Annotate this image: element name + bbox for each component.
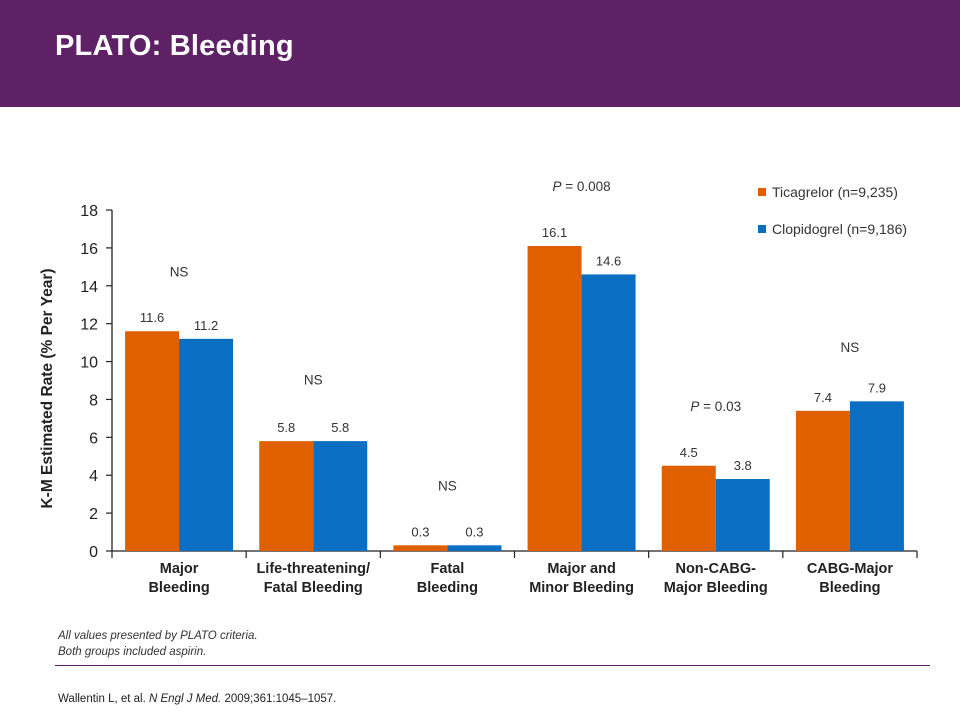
p-symbol: P bbox=[552, 179, 561, 194]
x-tick-label: Life-threatening/ bbox=[256, 561, 370, 577]
citation-authors: Wallentin L, et al. bbox=[58, 693, 146, 705]
data-label: 11.6 bbox=[140, 310, 164, 325]
footnotes: All values presented by PLATO criteria. … bbox=[58, 628, 258, 660]
x-tick-label: CABG-Major bbox=[807, 561, 894, 577]
x-tick-label: Major bbox=[160, 561, 199, 577]
data-label: 14.6 bbox=[596, 253, 621, 268]
x-tick-label: Fatal Bleeding bbox=[264, 580, 363, 596]
bar-chart: 0 2 4 6 8 10 12 14 16 18 K-M Estimated Rate (% Per… bbox=[39, 179, 918, 596]
y-tick-label: 6 bbox=[89, 430, 98, 447]
footnote-2: Both groups included aspirin. bbox=[58, 646, 207, 658]
x-tick-label: Bleeding bbox=[417, 580, 478, 596]
y-tick-label: 8 bbox=[89, 392, 98, 409]
legend-label: Ticagrelor (n=9,235) bbox=[772, 184, 898, 200]
y-tick-label: 16 bbox=[80, 241, 98, 258]
bar bbox=[313, 441, 368, 551]
x-tick-label: Major Bleeding bbox=[664, 580, 768, 596]
bar bbox=[581, 274, 636, 551]
y-tick-label: 4 bbox=[89, 468, 98, 485]
footnote-1: All values presented by PLATO criteria. bbox=[58, 630, 258, 642]
significance-annotation: NS bbox=[304, 372, 323, 387]
legend-swatch bbox=[758, 225, 766, 233]
slide-title: PLATO: Bleeding bbox=[55, 30, 294, 62]
bar bbox=[527, 245, 582, 551]
bar bbox=[715, 479, 770, 551]
x-tick-label: Fatal bbox=[430, 561, 464, 577]
citation: Wallentin L, et al. N Engl J Med. 2009;3… bbox=[58, 693, 336, 705]
data-label: 11.2 bbox=[194, 318, 218, 333]
p-value: = 0.03 bbox=[699, 399, 741, 414]
bar bbox=[795, 410, 850, 551]
bar bbox=[849, 401, 904, 551]
data-label: 7.9 bbox=[868, 380, 886, 395]
bar bbox=[259, 441, 314, 551]
x-tick-label: Major and bbox=[547, 561, 615, 577]
data-label: 16.1 bbox=[542, 225, 567, 240]
significance-annotation: P = 0.008 bbox=[552, 179, 610, 194]
x-tick-label: Bleeding bbox=[148, 580, 209, 596]
p-symbol: P bbox=[690, 399, 699, 414]
title-bar: PLATO: Bleeding bbox=[0, 0, 960, 107]
data-label: 3.8 bbox=[734, 458, 752, 473]
significance-annotation: NS bbox=[841, 340, 860, 355]
y-tick-label: 12 bbox=[80, 317, 98, 334]
significance-annotation: NS bbox=[170, 264, 189, 279]
data-label: 0.3 bbox=[411, 524, 429, 539]
x-tick-label: Non-CABG- bbox=[675, 561, 756, 577]
significance-annotation: NS bbox=[438, 478, 457, 493]
citation-details: 2009;361:1045–1057. bbox=[224, 693, 337, 705]
data-label: 5.8 bbox=[277, 420, 295, 435]
significance-annotation: P = 0.03 bbox=[690, 399, 741, 414]
y-tick-label: 14 bbox=[80, 279, 98, 296]
y-axis-label: K-M Estimated Rate (% Per Year) bbox=[39, 268, 56, 508]
bar bbox=[125, 331, 180, 551]
legend-label: Clopidogrel (n=9,186) bbox=[772, 221, 907, 237]
x-tick-label: Bleeding bbox=[819, 580, 880, 596]
data-label: 0.3 bbox=[465, 524, 483, 539]
x-tick-label: Minor Bleeding bbox=[529, 580, 634, 596]
data-label: 4.5 bbox=[680, 445, 698, 460]
bar bbox=[447, 545, 502, 551]
bar bbox=[661, 465, 716, 551]
bar bbox=[393, 545, 448, 551]
data-label: 5.8 bbox=[331, 420, 349, 435]
y-tick-label: 0 bbox=[89, 544, 98, 561]
legend-swatch bbox=[758, 188, 766, 196]
p-value: = 0.008 bbox=[562, 179, 611, 194]
citation-journal: N Engl J Med. bbox=[149, 693, 222, 705]
bar bbox=[179, 338, 234, 551]
y-tick-label: 18 bbox=[80, 203, 98, 220]
divider bbox=[55, 665, 930, 666]
y-tick-label: 10 bbox=[80, 355, 98, 372]
data-label: 7.4 bbox=[814, 390, 832, 405]
y-tick-label: 2 bbox=[89, 506, 98, 523]
